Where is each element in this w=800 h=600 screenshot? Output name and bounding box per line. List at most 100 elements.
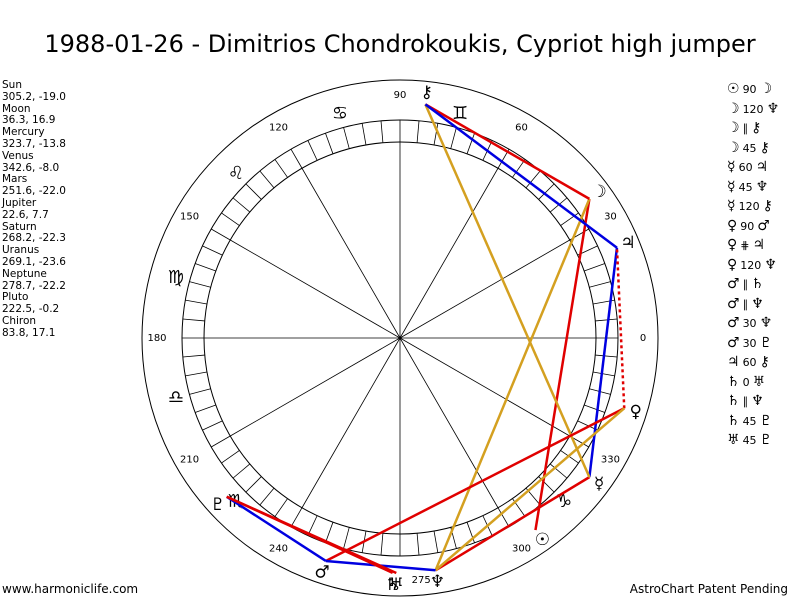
ring-tick: [325, 522, 334, 543]
ring-tick: [274, 159, 288, 178]
aspect-angle: 45: [742, 141, 757, 155]
planet-name: Mercury: [2, 126, 45, 139]
aspect-line: [325, 407, 625, 563]
aspect-row: ♄ ∥ ♆: [727, 392, 779, 412]
ring-tick: [221, 450, 240, 464]
aspect-planet: ♂: [757, 217, 770, 234]
aspect-row: ☉ 90 ☽: [727, 80, 779, 100]
ring-tick: [416, 120, 420, 143]
ring-tick: [195, 404, 216, 413]
ring-tick: [185, 299, 208, 305]
sign-glyph: ♋: [332, 103, 348, 124]
aspect-row: ♄ 45 ♇: [727, 412, 779, 432]
aspect-angle: 120: [742, 102, 764, 116]
ring-tick: [380, 533, 384, 556]
planet-coords: 323.7, -13.8: [2, 137, 66, 150]
aspect-planet: ☽: [727, 100, 740, 117]
aspect-planet: ♄: [727, 412, 740, 429]
ring-tick: [185, 371, 208, 377]
aspect-planet: ♄: [727, 393, 740, 409]
degree-label: 60: [515, 123, 528, 134]
aspect-planet: ♄: [727, 373, 740, 390]
aspect-planet: ♆: [759, 315, 773, 331]
title: 1988-01-26 - Dimitrios Chondrokoukis, Cy…: [44, 30, 756, 58]
ring-tick: [307, 515, 318, 536]
ring-tick: [549, 463, 568, 479]
ring-tick: [182, 318, 205, 322]
ring-tick: [466, 133, 475, 154]
aspect-line: [424, 103, 618, 249]
footer-left: www.harmoniclife.com: [2, 582, 139, 596]
aspect-row: ☽ 45 ⚷: [727, 139, 779, 159]
aspect-planet: ♆: [755, 178, 769, 195]
planet-coords: 305.2, -19.0: [2, 90, 66, 103]
aspect-planet: ♆: [751, 295, 764, 312]
aspect-row: ♅ 45 ♇: [727, 431, 779, 451]
planet-coords: 22.6, 7.7: [2, 208, 49, 221]
aspect-planet: ♆: [764, 256, 777, 273]
aspect-planet: ♂: [727, 334, 740, 351]
aspect-row: ♂ 30 ♇: [727, 334, 779, 354]
sign-glyph: ♑: [556, 491, 572, 512]
aspect-planet: ☽: [727, 120, 740, 136]
ring-tick: [416, 533, 420, 556]
planet-name: Jupiter: [2, 196, 37, 209]
ring-tick: [450, 127, 457, 149]
aspect-angle: 90: [740, 219, 755, 233]
aspect-planet: ♂: [727, 315, 740, 331]
aspect-planet: ♄: [751, 276, 764, 292]
planet-glyph: ☉: [535, 530, 550, 550]
planet-name: Venus: [2, 149, 34, 162]
aspect-planet: ♇: [759, 432, 773, 448]
planet-glyph: ♇: [210, 495, 225, 515]
ring-tick: [592, 371, 615, 377]
aspect-line: [434, 407, 626, 572]
ring-tick: [584, 404, 605, 413]
sign-glyph: ♎: [168, 387, 184, 408]
aspect-angle: ⋕: [740, 239, 750, 252]
aspect-planet: ⚷: [762, 198, 773, 214]
planet-glyph: ♅: [388, 575, 403, 595]
aspect-planet: ☿: [727, 159, 736, 175]
aspect-row: ♀ ⋕ ♃: [727, 236, 779, 256]
aspect-angle: ∥: [742, 278, 749, 291]
outer-circle: [141, 79, 659, 597]
ring-tick: [221, 212, 240, 226]
aspect-planet: ♆: [751, 393, 764, 409]
ring-tick: [290, 149, 303, 169]
aspect-row: ♂ ∥ ♄: [727, 275, 779, 295]
sign-glyph: ♌: [228, 163, 244, 184]
ring-tick: [259, 170, 275, 189]
aspect-row: ♀ 90 ♂: [727, 217, 779, 237]
planet-coords: 278.7, -22.2: [2, 279, 66, 292]
ring-tick: [245, 476, 262, 493]
aspect-row: ☽ ∥ ⚷: [727, 119, 779, 139]
spoke: [230, 239, 401, 339]
aspect-line: [424, 103, 591, 200]
planet-glyph: ♆: [430, 572, 445, 592]
planet-glyph: ♀: [629, 402, 641, 422]
aspect-line: [434, 476, 591, 572]
aspect-planet: ♇: [759, 412, 773, 429]
aspect-planet: ♂: [727, 276, 740, 292]
spoke: [301, 168, 401, 339]
aspect-angle: 45: [738, 180, 753, 194]
aspect-planet: ♀: [727, 256, 738, 273]
spoke: [399, 168, 499, 339]
ring-tick: [497, 507, 510, 527]
aspect-planet: ♂: [727, 295, 740, 312]
planet-name: Sun: [2, 79, 22, 91]
ring-tick: [584, 263, 605, 272]
aspect-planet: ☽: [759, 81, 773, 97]
planet-coords: 268.2, -22.3: [2, 232, 66, 245]
footer-right: AstroChart Patent Pending: [629, 582, 788, 596]
aspect-planet: ☽: [727, 139, 740, 156]
aspect-angle: 90: [742, 83, 757, 96]
aspect-angle: 30: [742, 317, 757, 330]
aspect-planet: ♃: [752, 237, 766, 253]
aspect-angle: 30: [742, 336, 757, 350]
planet-name: Saturn: [2, 220, 37, 233]
ring-tick: [433, 530, 439, 553]
aspect-line: [424, 103, 591, 478]
aspect-angle: 45: [742, 434, 757, 447]
